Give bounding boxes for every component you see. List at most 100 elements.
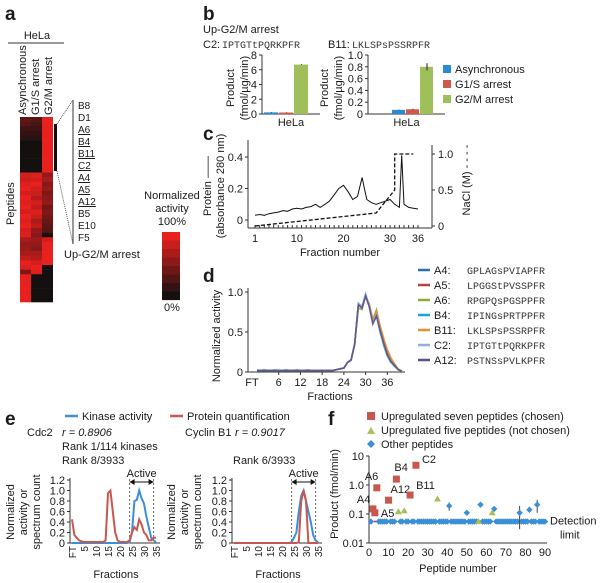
heatmap-cell	[31, 246, 42, 252]
nacl-y-tick-label: 1.0	[438, 149, 453, 161]
chosen-point-c2	[412, 461, 420, 469]
peptide-label-a12: A12	[78, 197, 96, 208]
heatmap-cell	[20, 228, 31, 233]
x-tick-label: FT	[68, 546, 79, 558]
x-tick-label: 20	[278, 546, 289, 558]
heatmap-cell	[31, 283, 42, 289]
heatmap-cell	[31, 274, 42, 280]
heatmap-cell	[20, 204, 31, 210]
x-tick-label: 1	[252, 233, 258, 245]
panel-label-c: c	[203, 124, 214, 145]
right-axis-label: NaCl (M) - - - -	[461, 144, 473, 215]
b11-id: B11:	[328, 39, 350, 51]
c2-id: C2:	[203, 39, 220, 51]
activity-y-tick-label: 0.5	[228, 327, 243, 339]
e-y-tick-label: 0.6	[212, 507, 227, 519]
e-y-tick-label: 1.0	[212, 486, 227, 498]
bar-g2-m-arrest	[294, 64, 308, 114]
x-tick-label: 30	[359, 377, 371, 389]
heatmap-cell	[42, 204, 53, 210]
heatmap-cell	[31, 154, 42, 159]
legend-swatch	[162, 249, 180, 258]
legend-label: Asynchronous	[455, 64, 525, 76]
x-tick-label: 15	[266, 546, 277, 558]
heatmap-cell	[20, 144, 31, 150]
heatmap-cell	[42, 191, 53, 196]
legend-peptide-id: C2:	[434, 340, 451, 352]
legend-swatch	[162, 240, 180, 250]
x-tick-label: 10	[382, 547, 394, 559]
legend-label: G1/S arrest	[455, 79, 511, 91]
heatmap-cell	[31, 140, 42, 146]
heatmap-cell	[20, 218, 31, 224]
x-tick-label: 0	[366, 547, 372, 559]
peptide-label-a5: A5	[78, 185, 91, 196]
heatmap-cell	[31, 223, 42, 229]
column-label-asynchronous: Asynchronous	[17, 45, 29, 115]
x-tick-label: 10	[291, 233, 303, 245]
not-chosen-point	[488, 509, 496, 516]
heatmap-cell	[42, 255, 53, 261]
f-y-tick-label: 10	[352, 451, 364, 463]
detection-label-2: limit	[560, 530, 580, 542]
x-tick-label: 20	[337, 233, 349, 245]
cyclinb1-chart: 00.20.40.60.81.01.2 FT 5 10 15 20 25 30 35 Fracti…	[166, 468, 325, 581]
heatmap-cell	[31, 117, 42, 122]
panel-label-d: d	[203, 266, 215, 287]
e-y-tick-label: 0.2	[212, 528, 227, 540]
heatmap-cell	[42, 154, 53, 159]
panel-label-e: e	[5, 409, 16, 430]
legend-peptide-id: B11:	[434, 325, 456, 337]
heatmap-cell	[31, 260, 42, 266]
y-axis-label: activity or	[179, 488, 191, 535]
heatmap-cell	[20, 158, 31, 164]
legend-label: Upregulated seven peptides (chosen)	[381, 411, 564, 423]
highlight-bar	[54, 124, 57, 171]
x-tick-label: 70	[500, 547, 512, 559]
other-peptide-point	[444, 518, 451, 525]
bar-chart-c2: 0 2 4 6 8 HeLa Product (fmol/µg/min)	[225, 50, 320, 129]
other-peptide-point	[487, 518, 494, 525]
heatmap-cell	[31, 167, 42, 173]
other-peptide-point	[461, 518, 469, 525]
b11-sequence: LKLSPsPSSRPFR	[352, 41, 430, 52]
e-y-tick-label: 0.4	[212, 517, 227, 529]
other-peptide-point	[463, 509, 470, 516]
heatmap-cell	[20, 255, 31, 261]
panel-b-title: Up-G2/M arrest	[203, 24, 279, 36]
heatmap-cell	[20, 251, 31, 257]
fraction-activity-chart: 0 0.5 1.0 FT 6 12 18 24 30 36 Fractions Normalized …	[211, 265, 545, 403]
legend-label: Other peptides	[381, 439, 454, 451]
other-peptide-point	[391, 518, 398, 525]
x-tick-label: 35	[152, 546, 163, 558]
heatmap-ylabel: Peptides	[5, 182, 17, 225]
point-label-b4: B4	[394, 462, 407, 474]
bar-legend: Asynchronous G1/S arrest G2/M arrest	[443, 64, 525, 106]
heatmap-cell	[42, 167, 53, 173]
cyclinb1-title: Cyclin B1	[185, 427, 231, 439]
column-label-g2m: G2/M arrest	[43, 57, 55, 115]
legend-peptide-sequence: GPLAGsPVIAPFR	[467, 267, 545, 278]
legend-label: Upregulated five peptides (not chosen)	[381, 425, 570, 437]
legend-swatch	[443, 80, 451, 88]
heatmap-cell	[20, 241, 31, 247]
heatmap-cell	[20, 177, 31, 183]
y-axis-label: Product (fmol/min)	[329, 449, 341, 539]
legend-swatch	[162, 257, 180, 267]
heatmap-cell	[20, 278, 31, 284]
legend-peptide-id: A6:	[434, 295, 451, 307]
other-peptide-point	[367, 518, 375, 525]
x-tick-label: 6	[276, 377, 282, 389]
legend-label: G2/M arrest	[455, 94, 513, 106]
heatmap-cell	[20, 269, 31, 275]
heatmap-cell	[20, 288, 31, 294]
heatmap-cell	[20, 154, 31, 159]
heatmap-cell	[20, 292, 31, 298]
x-tick-label: 36	[412, 233, 424, 245]
legend-swatch	[162, 283, 180, 292]
cyclinb1-r: r = 0.9017	[235, 427, 286, 439]
x-category-label: HeLa	[393, 117, 420, 129]
legend-swatch	[162, 266, 180, 275]
x-tick-label: 40	[441, 547, 453, 559]
bar-y-tick-label: 0.4	[348, 85, 363, 97]
